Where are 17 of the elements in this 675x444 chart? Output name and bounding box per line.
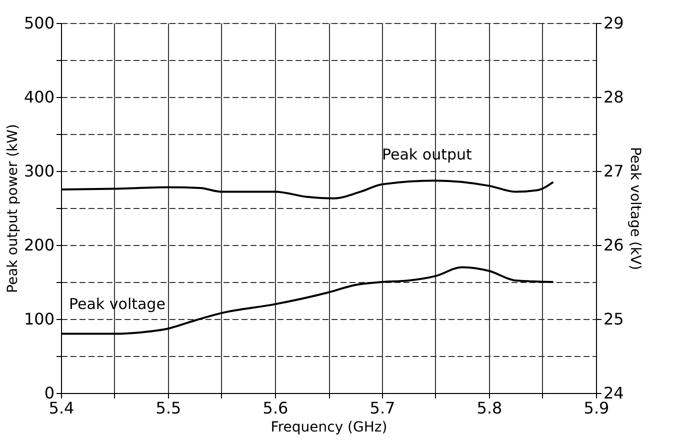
- y2-tick-label: 29: [604, 14, 624, 32]
- x-tick-label: 5.7: [370, 398, 396, 418]
- y2-tick-label: 27: [604, 162, 624, 180]
- y-tick-label: 500: [24, 14, 54, 32]
- x-axis-title: Frequency (GHz): [270, 420, 388, 436]
- x-tick-label: 5.8: [476, 398, 502, 418]
- y-tick-label: 300: [24, 162, 54, 180]
- x-tick-label: 5.5: [156, 398, 182, 418]
- y-tick-label: 100: [24, 310, 54, 328]
- y2-tick-label: 25: [604, 310, 624, 328]
- y2-tick-label: 26: [604, 236, 624, 254]
- y-tick-label: 200: [24, 236, 54, 254]
- y2-axis-title: Peak voltage (kV): [626, 146, 643, 270]
- y-tick-label: 400: [24, 88, 54, 106]
- x-tick-label: 5.6: [262, 398, 288, 418]
- y-axis-title: Peak output power (kW): [4, 124, 21, 293]
- y2-tick-label: 28: [604, 88, 624, 106]
